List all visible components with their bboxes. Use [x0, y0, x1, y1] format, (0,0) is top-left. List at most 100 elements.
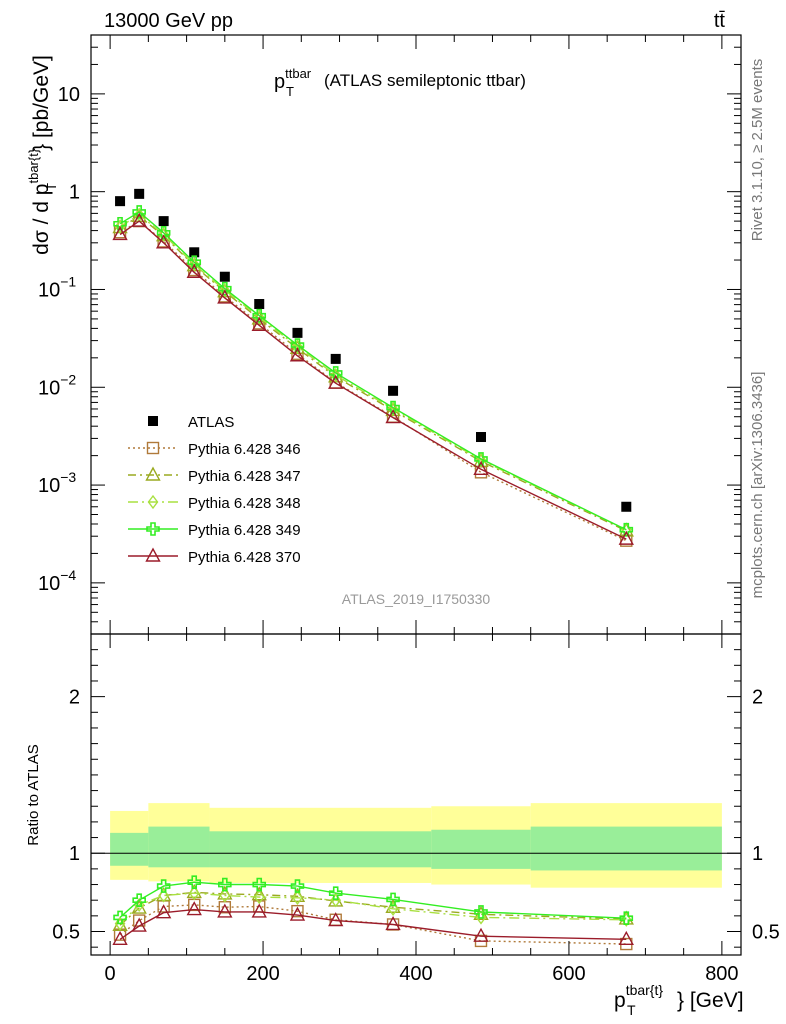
main-point-3-5 — [253, 310, 265, 325]
main-point-5-7 — [328, 374, 344, 389]
legend-marker-4 — [146, 522, 160, 536]
analysis-watermark: ATLAS_2019_I1750330 — [342, 591, 491, 607]
main-y-tick-label-2: 10−2 — [38, 371, 76, 399]
x-label-sup: tbar{t} — [626, 982, 664, 998]
ratio-point-2-7 — [330, 893, 342, 908]
ratio-band-1-0 — [110, 832, 149, 866]
main-series-0 — [115, 188, 632, 512]
ratio-point-3-0 — [113, 910, 127, 925]
main-frame — [90, 34, 742, 635]
main-y-tick-mant-1: 10 — [38, 475, 60, 497]
main-point-3-6 — [292, 339, 303, 354]
main-y-label-a: dσ / d p — [30, 184, 53, 255]
main-point-0-1 — [134, 188, 145, 199]
main-point-5-9 — [473, 460, 489, 475]
ratio-point-4-10 — [618, 930, 634, 946]
main-point-3-4 — [219, 283, 231, 298]
legend-label-5: Pythia 6.428 370 — [188, 549, 301, 566]
legend-marker-2 — [145, 466, 161, 481]
ratio-y-tick-label-left-0: 0.5 — [52, 922, 80, 944]
main-line-5 — [119, 220, 627, 540]
x-label-a: p — [614, 989, 626, 1012]
legend-entry-4: Pythia 6.428 349 — [128, 522, 301, 539]
ratio-point-4-4 — [217, 903, 233, 918]
main-point-0-9 — [476, 432, 486, 443]
main-point-0-2 — [158, 216, 169, 227]
main-point-3-9 — [475, 452, 487, 468]
ratio-point-4-6 — [289, 906, 306, 921]
ratio-y-tick-label-right-0: 0.5 — [752, 922, 780, 944]
ratio-point-4-0 — [112, 930, 128, 946]
main-y-label-b: } [pb/GeV] — [30, 55, 53, 151]
ratio-y-tick-label-left-1: 1 — [69, 843, 80, 865]
legend-label-4: Pythia 6.428 349 — [188, 522, 301, 539]
main-y-tick-exp-1: −3 — [60, 469, 76, 485]
main-point-0-7 — [330, 353, 341, 364]
legend-entry-2: Pythia 6.428 347 — [128, 466, 301, 485]
ratio-point-3-7 — [328, 886, 343, 900]
main-panel-series — [112, 188, 634, 547]
x-tick-label-2: 400 — [399, 963, 432, 985]
main-y-tick-mant-3: 10 — [38, 279, 60, 301]
legend-label-0: ATLAS — [188, 414, 234, 431]
main-series-4 — [113, 205, 634, 537]
main-y-tick-exp-3: −1 — [60, 273, 76, 289]
main-y-label-sub: T — [44, 183, 59, 191]
ratio-band-1-1 — [148, 826, 210, 868]
x-label-b: } [GeV] — [677, 989, 744, 1012]
main-point-0-3 — [189, 247, 200, 258]
main-y-tick-mant-0: 10 — [38, 573, 60, 595]
ratio-point-3-5 — [252, 877, 267, 892]
main-point-4-7 — [328, 366, 343, 380]
ratio-y-tick-label-left-2: 2 — [69, 687, 80, 709]
legend-label-1: Pythia 6.428 346 — [188, 441, 301, 458]
ratio-point-4-8 — [385, 915, 401, 931]
legend-marker-0 — [148, 416, 158, 426]
ratio-point-2-9 — [475, 910, 487, 925]
main-point-0-5 — [254, 299, 265, 310]
ratio-y-tick-label-right-1: 1 — [752, 843, 763, 865]
ratio-point-3-4 — [218, 877, 232, 892]
main-point-0-10 — [621, 501, 632, 512]
main-point-4-1 — [132, 205, 146, 219]
ratio-series-4 — [112, 901, 634, 946]
ratio-y-tick-label-right-2: 2 — [752, 687, 763, 709]
main-line-4 — [119, 211, 627, 531]
main-y-tick-label-1: 10−3 — [38, 469, 76, 497]
ratio-point-3-2 — [156, 879, 171, 893]
ratio-y-label: Ratio to ATLAS — [25, 744, 42, 845]
legend-entry-3: Pythia 6.428 348 — [128, 494, 301, 512]
plot-title: pttbar T (ATLAS semileptonic ttbar) — [274, 66, 526, 99]
ratio-series-2 — [114, 885, 632, 931]
main-point-4-10 — [619, 522, 634, 537]
ratio-point-2-3 — [188, 885, 200, 901]
ratio-uncertainty-bands — [110, 803, 722, 888]
ratio-point-3-8 — [386, 892, 400, 907]
legend-label-2: Pythia 6.428 347 — [188, 468, 301, 485]
legend-entry-1: Pythia 6.428 346 — [128, 441, 301, 458]
ratio-point-2-0 — [114, 916, 126, 931]
plot-title-sub: T — [286, 84, 294, 99]
ratio-point-0-6 — [291, 904, 304, 918]
main-point-4-8 — [386, 400, 400, 415]
x-label: ptbar{t} T } [GeV] — [614, 982, 744, 1018]
legend-marker-3 — [147, 494, 159, 510]
main-point-4-2 — [156, 225, 171, 240]
x-tick-label-1: 200 — [246, 963, 279, 985]
x-label-sub: T — [627, 1002, 636, 1018]
main-point-4-4 — [218, 281, 232, 296]
main-point-4-0 — [113, 216, 127, 231]
main-point-0-8 — [388, 385, 399, 396]
ratio-line-1 — [119, 891, 627, 926]
header-left: 13000 GeV pp — [104, 10, 233, 32]
legend-entry-0: ATLAS — [148, 414, 234, 431]
plot-title-sup: ttbar — [285, 66, 312, 81]
ratio-line-2 — [119, 892, 627, 925]
main-point-3-0 — [114, 219, 126, 234]
legend: ATLAS Pythia 6.428 346 Pythia 6.428 347 Pyt… — [128, 414, 301, 566]
ratio-point-4-1 — [131, 917, 147, 932]
legend-marker-5 — [145, 547, 161, 562]
main-point-5-0 — [112, 226, 128, 241]
